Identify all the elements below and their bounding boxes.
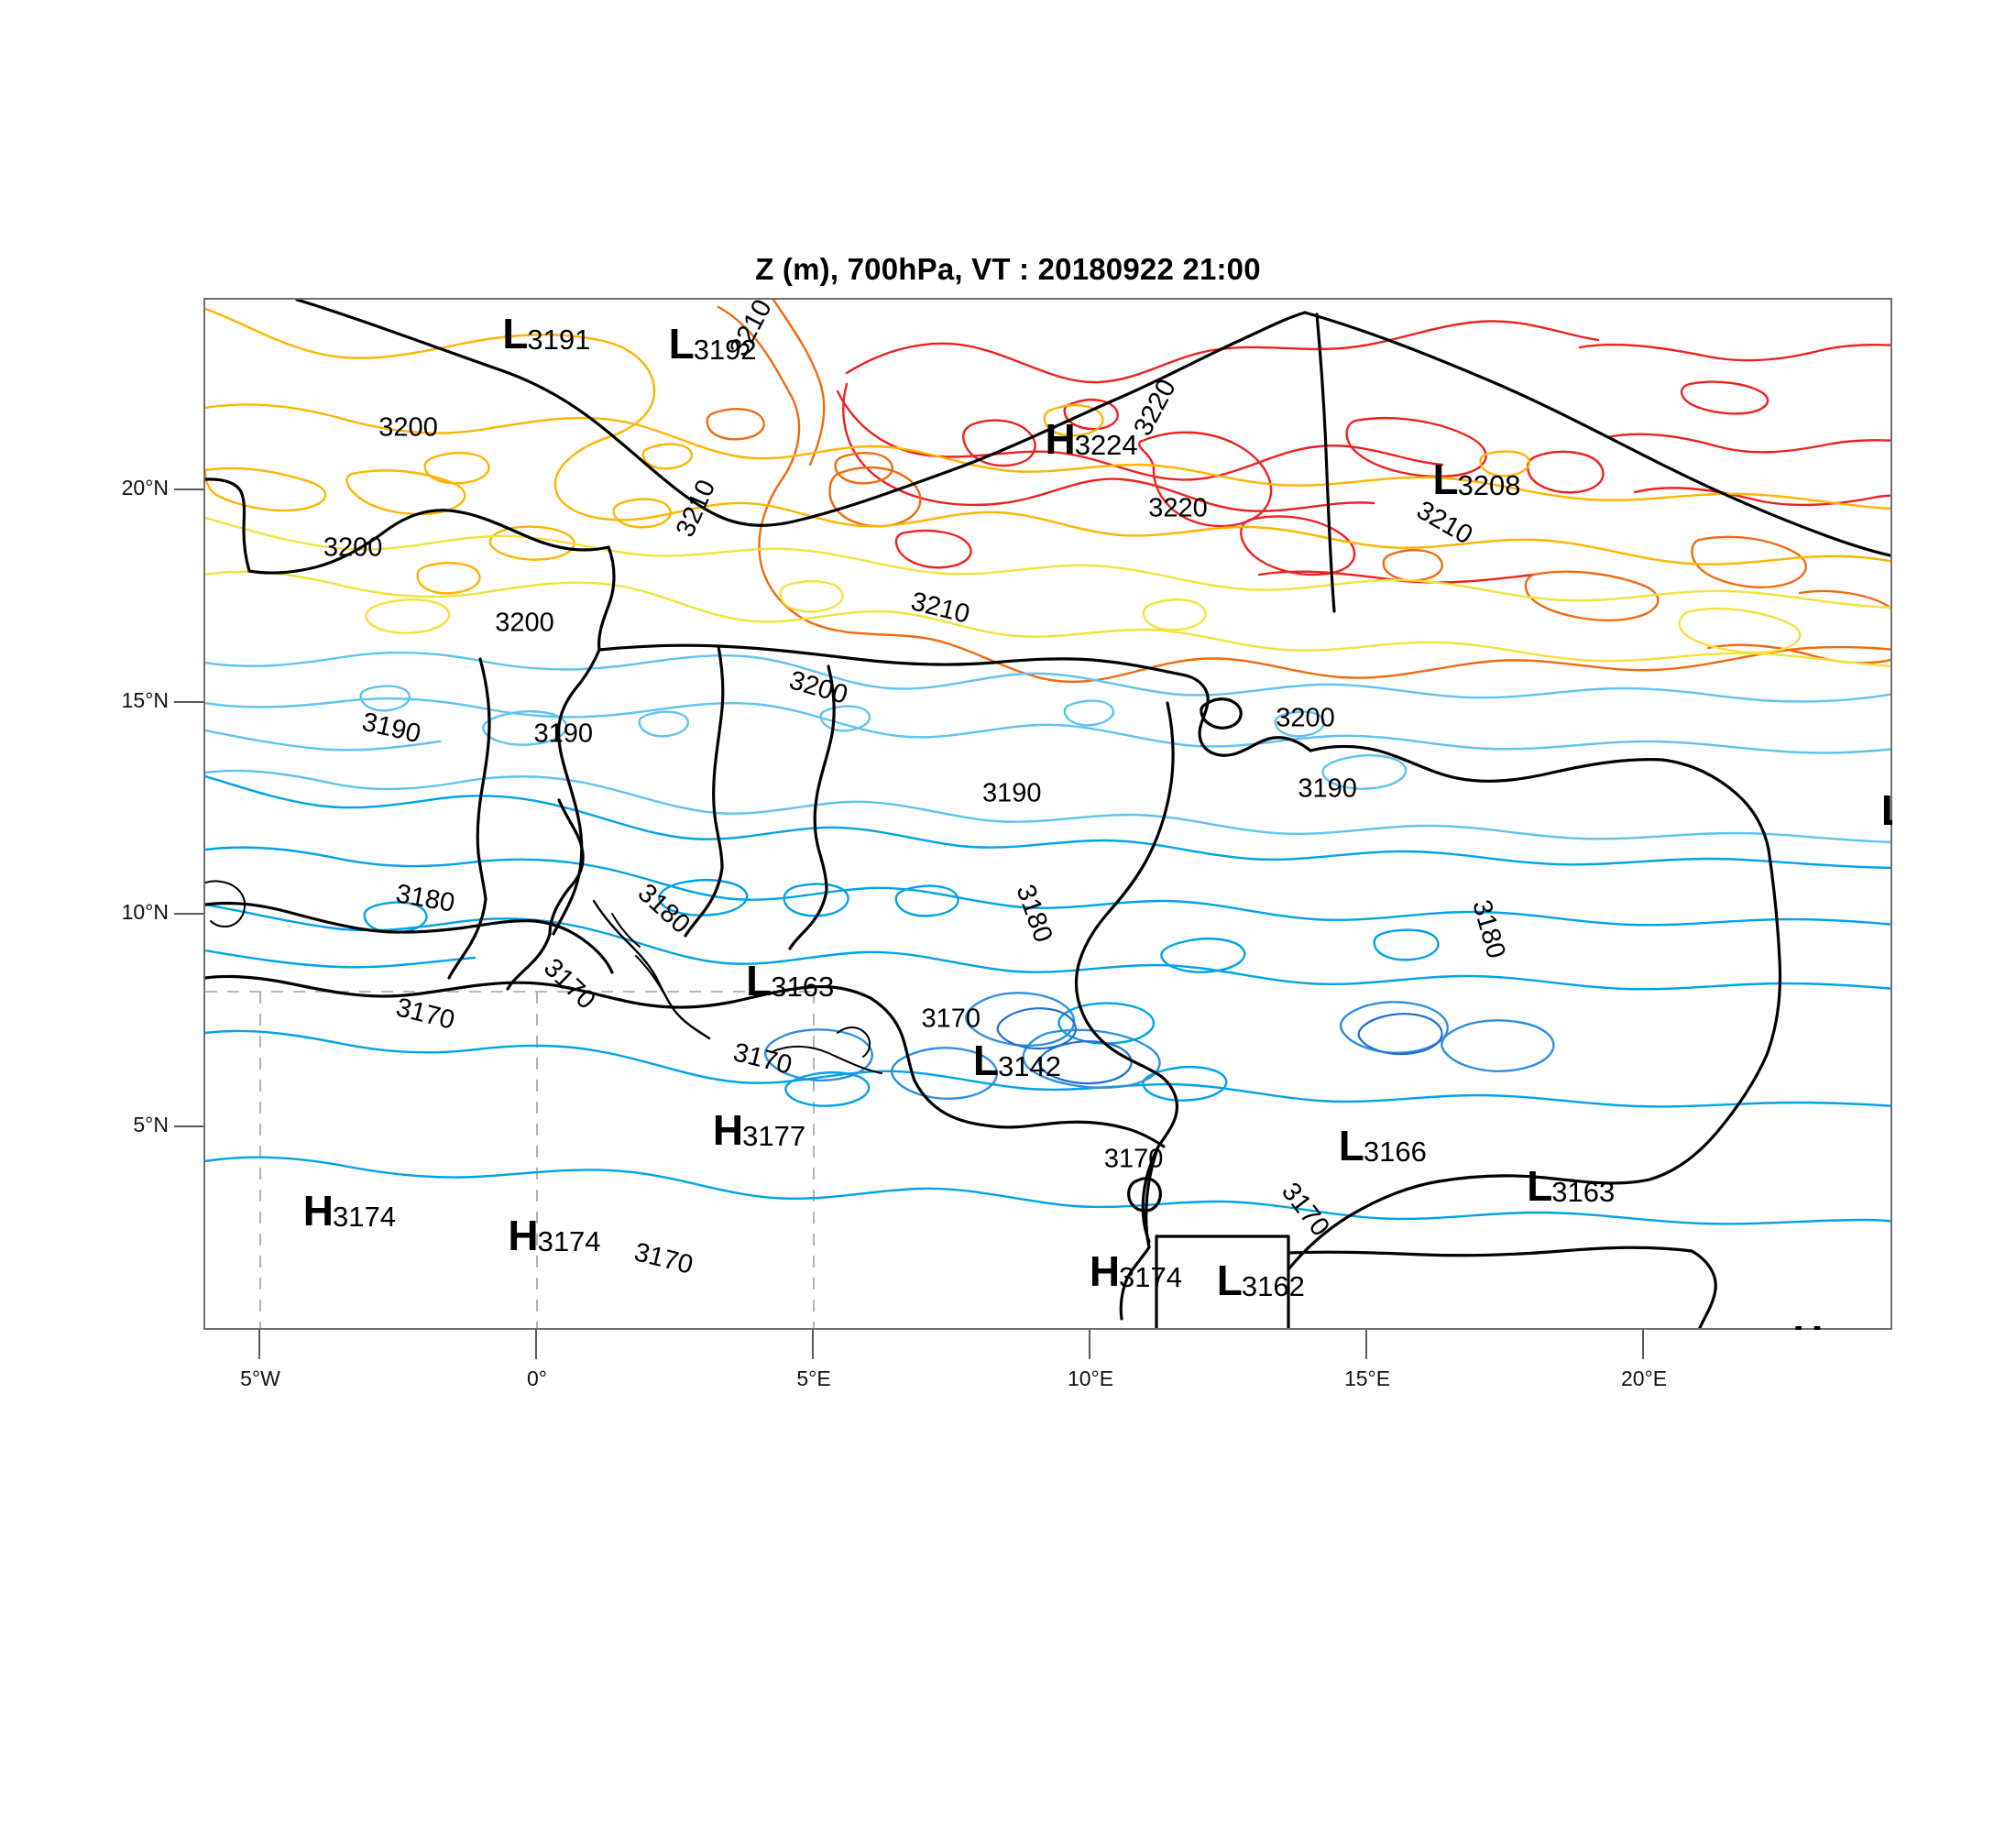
contour-3160 (764, 992, 1555, 1100)
xtick-mark-20E (1642, 1330, 1644, 1359)
map-canvas (205, 300, 1890, 1328)
xtick-label-10E: 10°E (1067, 1367, 1114, 1390)
contour-3150 (996, 1007, 1443, 1085)
xtick-label-20E: 20°E (1620, 1367, 1668, 1390)
ytick-mark-5N (174, 1125, 203, 1127)
contour-3170 (205, 774, 1890, 1225)
ytick-label-20N: 20°N (121, 476, 169, 499)
ytick-mark-10N (174, 913, 203, 915)
map-boundaries (205, 300, 1890, 1328)
ytick-label-10N: 10°N (121, 900, 169, 924)
xtick-mark-10E (1089, 1330, 1090, 1359)
ytick-label-5N: 5°N (133, 1113, 169, 1136)
xtick-label-15E: 15°E (1343, 1367, 1391, 1390)
ytick-mark-20N (174, 488, 203, 490)
contour-3190 (205, 516, 1890, 667)
contour-3200 (205, 307, 1890, 595)
xtick-mark-5E (812, 1330, 814, 1359)
contour-3210 (706, 300, 1890, 684)
xtick-label-5W: 5°W (240, 1367, 280, 1390)
xtick-label-5E: 5°E (796, 1367, 831, 1390)
contour-3180 (205, 651, 1890, 844)
xtick-mark-15E (1365, 1330, 1367, 1359)
xtick-mark-0 (535, 1330, 537, 1359)
xtick-label-0: 0° (527, 1367, 547, 1390)
ytick-label-15N: 15°N (121, 688, 169, 712)
ytick-mark-15N (174, 701, 203, 703)
map-plot-area (203, 298, 1892, 1330)
graticule-dashed (205, 991, 815, 1328)
page-title: Z (m), 700hPa, VT : 20180922 21:00 (755, 252, 1261, 286)
xtick-mark-5W (258, 1330, 260, 1359)
